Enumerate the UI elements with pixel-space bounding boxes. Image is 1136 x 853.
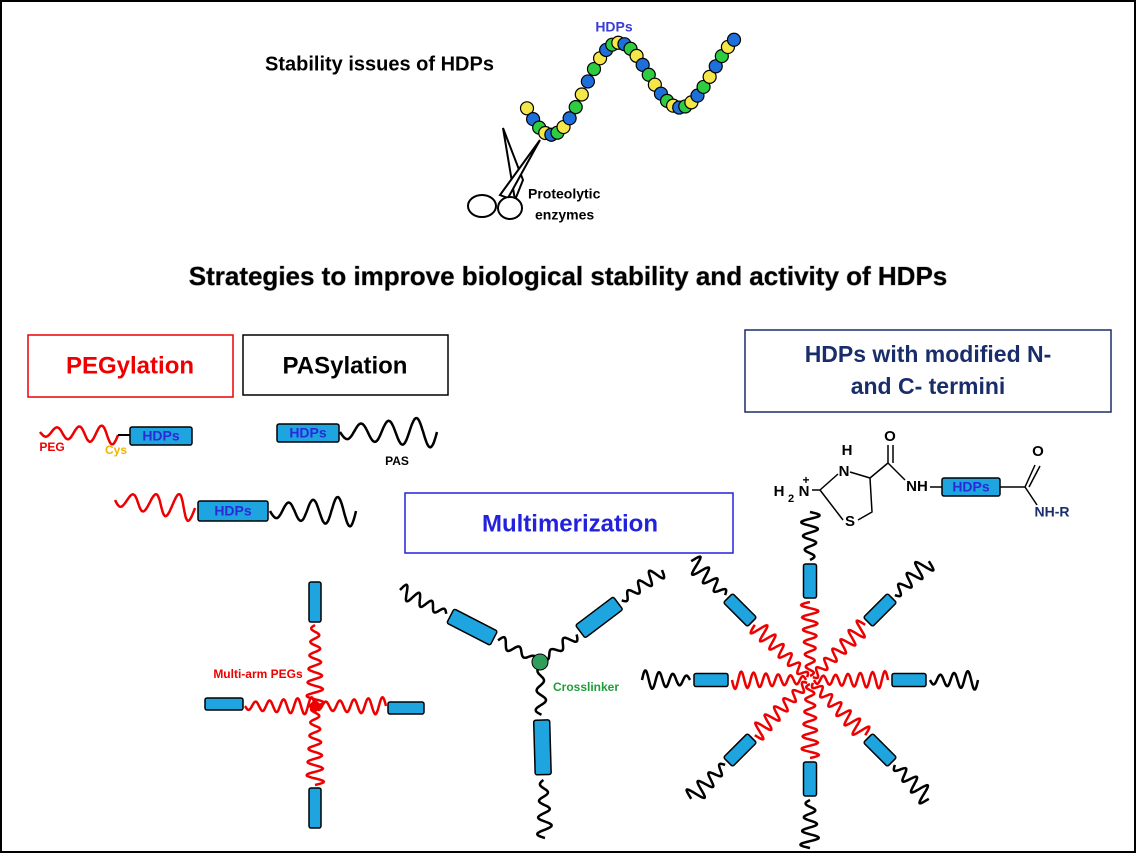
wave xyxy=(305,704,326,787)
atom-label: H xyxy=(842,442,853,459)
wave xyxy=(685,762,726,800)
wave xyxy=(799,798,820,850)
crosslinker-label: Crosslinker xyxy=(553,680,619,694)
atom-label: NH-R xyxy=(1035,504,1070,520)
amino-acid-bead xyxy=(702,69,717,84)
wave xyxy=(268,495,358,528)
wave xyxy=(542,634,579,662)
pegylation-label: PEGylation xyxy=(66,352,194,379)
wave xyxy=(113,492,197,523)
multimerization-label: Multimerization xyxy=(482,510,658,537)
atom-label: NH xyxy=(906,478,928,495)
peptide-rod xyxy=(387,701,425,715)
wave xyxy=(497,635,539,662)
atom-charge: + xyxy=(802,473,809,487)
peptide-rod xyxy=(802,761,818,797)
peptide-rod xyxy=(129,426,193,446)
termini-label: HDPs with modified N- xyxy=(805,341,1052,367)
amino-acid-bead xyxy=(562,111,577,126)
peptide-rod xyxy=(863,733,897,767)
peptide-rod xyxy=(891,672,927,688)
wave xyxy=(305,623,326,708)
atom-label: H xyxy=(774,483,785,500)
peptide-rod xyxy=(863,593,897,627)
amino-acid-bead xyxy=(574,87,589,102)
strategies-title: Strategies to improve biological stabili… xyxy=(189,261,948,291)
crosslinker xyxy=(531,653,549,671)
amino-acid-bead xyxy=(568,100,583,115)
wave xyxy=(39,424,120,446)
amino-acid-bead xyxy=(580,74,595,89)
wave xyxy=(892,764,930,805)
scissors xyxy=(467,127,541,220)
amino-acid-bead xyxy=(519,101,535,116)
wave xyxy=(799,600,820,678)
rod-label: HDPs xyxy=(289,425,327,441)
peptide-rod xyxy=(802,563,818,599)
wave xyxy=(749,623,810,678)
peptide-rod xyxy=(575,596,623,638)
wave xyxy=(812,619,867,680)
pasylation-box xyxy=(242,334,449,396)
peptide-rod xyxy=(532,719,552,776)
peptide-rod xyxy=(204,697,244,711)
chemical-structure xyxy=(812,445,1041,521)
atom-label: S xyxy=(845,513,855,530)
rod-label: HDPs xyxy=(214,503,252,519)
wave xyxy=(894,560,935,598)
core xyxy=(307,698,323,714)
wave xyxy=(536,778,553,840)
peg-label: PEG xyxy=(39,440,64,454)
peptide-label: HDPs xyxy=(595,19,633,35)
atom-label: O xyxy=(884,428,896,445)
enzyme-label: enzymes xyxy=(535,207,594,223)
atom-subscript: 2 xyxy=(788,493,794,505)
wave xyxy=(399,583,448,614)
rod-label: HDPs xyxy=(952,479,990,495)
peptide-rod xyxy=(276,423,340,443)
termini-box xyxy=(744,329,1112,413)
termini-label: and C- termini xyxy=(851,373,1006,399)
wave xyxy=(243,695,317,716)
wave xyxy=(313,695,388,716)
wave xyxy=(928,670,980,691)
peptide-rod xyxy=(446,608,498,646)
atom-label: N xyxy=(839,463,850,480)
wave xyxy=(338,416,439,449)
wave xyxy=(812,669,890,690)
enzyme-label: Proteolytic xyxy=(528,186,601,202)
wave xyxy=(800,510,821,562)
pegylation-box xyxy=(27,334,234,398)
rod-label: HDPs xyxy=(142,428,180,444)
peptide-rod xyxy=(723,733,757,767)
atom-label: O xyxy=(1032,443,1044,460)
peptide-rod xyxy=(941,477,1001,497)
peptide-rod xyxy=(308,787,322,829)
amino-acid-bead xyxy=(708,59,723,74)
peptide-rod xyxy=(197,500,269,522)
peptide-rod xyxy=(723,593,757,627)
pasylation-label: PASylation xyxy=(283,352,408,379)
peptide-rod xyxy=(693,672,729,688)
atom-label: N xyxy=(799,483,810,500)
multimerization-box xyxy=(404,492,734,554)
peptide-rod xyxy=(308,581,322,623)
stability-title: Stability issues of HDPs xyxy=(265,53,494,75)
wave xyxy=(690,555,728,596)
amino-acid-bead xyxy=(586,61,602,77)
wave xyxy=(534,664,548,716)
multi-arm-label: Multi-arm PEGs xyxy=(213,667,303,681)
wave xyxy=(810,682,871,737)
amino-acid-bead xyxy=(726,32,742,47)
wave xyxy=(800,682,821,760)
wave xyxy=(621,569,666,603)
wave xyxy=(730,670,808,691)
wave xyxy=(753,680,808,741)
pas-label: PAS xyxy=(385,454,409,468)
cys-label: Cys xyxy=(105,443,127,457)
wave xyxy=(640,669,692,690)
